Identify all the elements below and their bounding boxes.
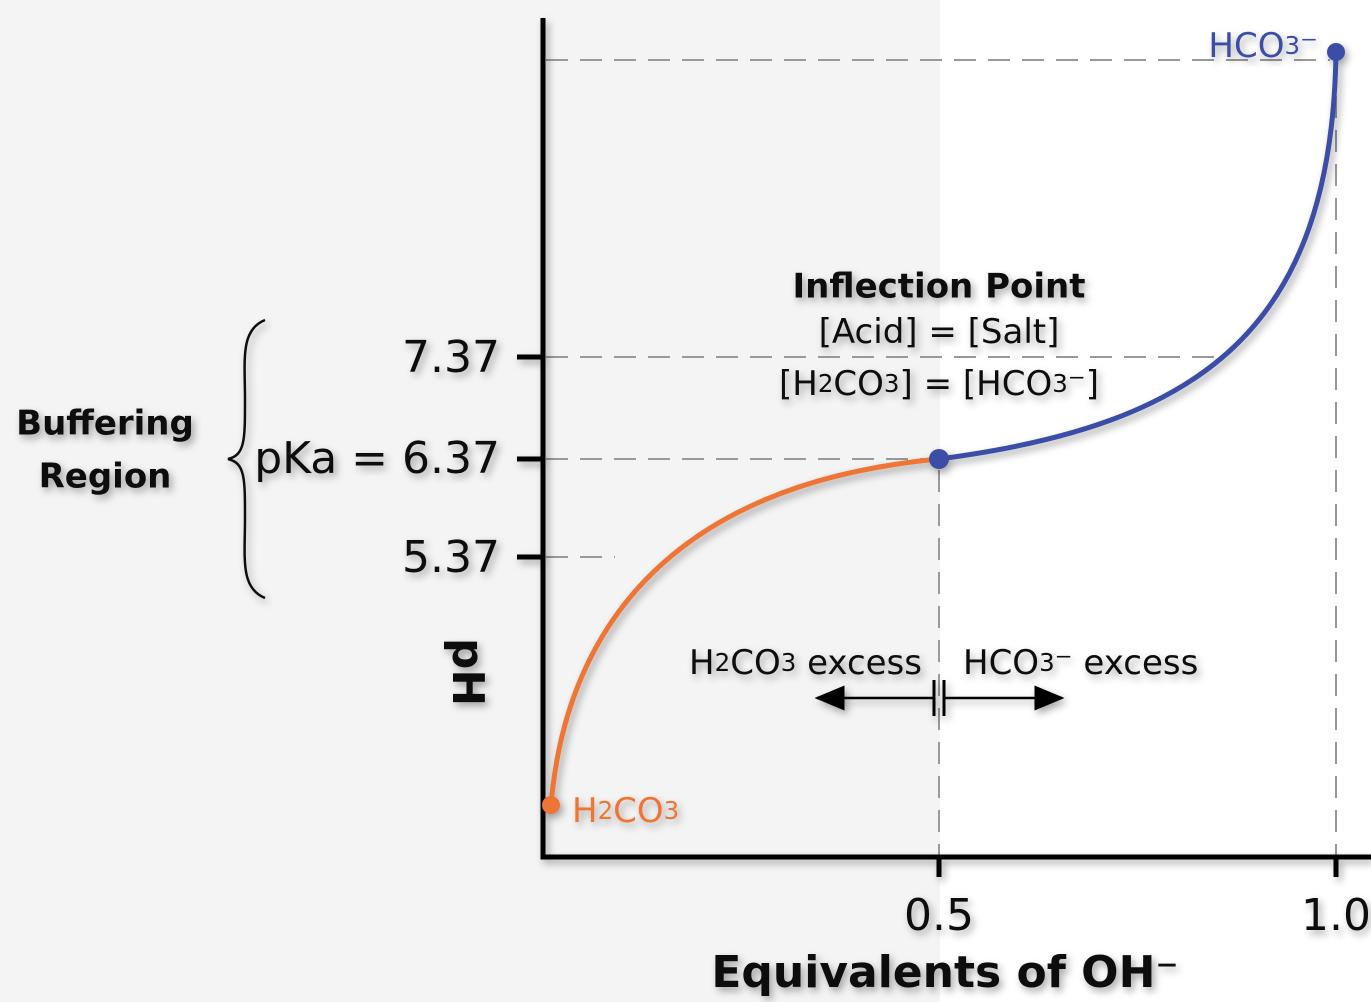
- region-label: H2CO3 excess: [689, 643, 922, 683]
- start-point: [542, 796, 560, 814]
- brace: [227, 318, 266, 600]
- x-tick-label: 1.0: [1301, 890, 1371, 941]
- y-tick-label: 7.37: [402, 332, 500, 383]
- end-point: [1327, 43, 1345, 61]
- buffering-label: Region: [39, 457, 172, 497]
- start-label: H2CO3: [572, 791, 679, 831]
- base-curve: [938, 51, 1339, 462]
- acid-curve: [548, 456, 940, 806]
- inflection-title: Inflection Point: [793, 267, 1086, 307]
- labels: 7.37 pKa = 6.37 5.37 pH 0.5 1.0 Equivale…: [16, 26, 1371, 999]
- background-left: [0, 0, 940, 1002]
- region-arrows: [814, 680, 1065, 716]
- inflection-line: [H2CO3] = [HCO3⁻]: [779, 364, 1099, 404]
- axes: [517, 18, 1371, 877]
- y-tick-label: pKa = 6.37: [254, 433, 500, 484]
- x-tick-label: 0.5: [904, 890, 974, 941]
- background-right: [940, 0, 1371, 1002]
- y-axis-label: pH: [442, 638, 493, 706]
- curve: [542, 43, 1345, 814]
- inflection-line: [Acid] = [Salt]: [819, 312, 1060, 352]
- axis-line: [540, 18, 1371, 860]
- y-tick-label: 5.37: [402, 532, 500, 583]
- inflection-point: [929, 449, 949, 469]
- buffering-label: Buffering: [16, 404, 194, 444]
- region-label: HCO3⁻ excess: [963, 643, 1198, 683]
- end-label: HCO3⁻: [1208, 26, 1318, 66]
- x-axis-label: Equivalents of OH⁻: [711, 947, 1178, 998]
